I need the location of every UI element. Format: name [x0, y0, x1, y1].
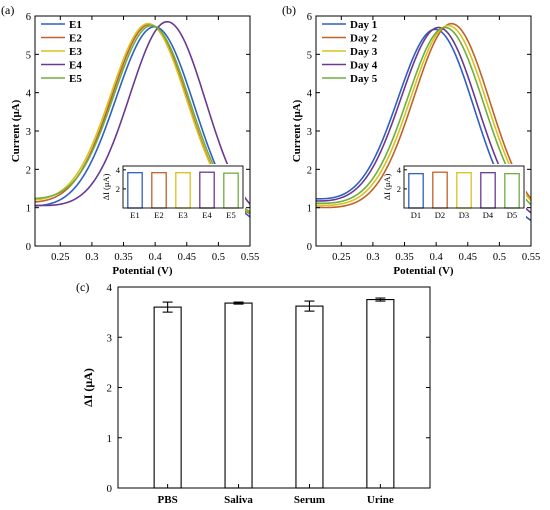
y-tick-label: 3 [307, 127, 312, 138]
legend-label-3: Day 4 [350, 60, 378, 72]
x-axis-label: Potential (V) [112, 265, 173, 277]
y-tick-label: 0 [107, 483, 113, 495]
inset-y-axis-label: ΔI (μA) [382, 173, 392, 200]
inset-bar-4 [504, 172, 520, 209]
panel-label: (c) [76, 280, 89, 294]
x-tick-label: Urine [367, 494, 394, 506]
series-line-4 [315, 26, 532, 206]
y-axis-label: Current (μA) [10, 99, 22, 162]
y-axis-label: Current (μA) [291, 99, 303, 162]
x-tick-label: 0.35 [395, 252, 413, 263]
y-tick-label: 3 [107, 332, 113, 344]
inset-x-tick-label: D1 [411, 210, 421, 220]
x-tick-label: 0.55 [522, 252, 540, 263]
inset-y-tick-label: 2 [116, 184, 120, 194]
legend-label-3: E4 [69, 60, 82, 72]
inset-x-tick-label: D3 [459, 210, 469, 220]
y-tick-label: 2 [307, 165, 312, 176]
y-tick-label: 1 [26, 204, 31, 215]
y-tick-label: 2 [26, 165, 31, 176]
bar-2 [295, 305, 324, 489]
x-tick-label: 0.45 [459, 252, 477, 263]
y-axis-label: ΔI (μA) [81, 368, 95, 407]
y-tick-label: 6 [307, 12, 312, 23]
y-tick-label: 1 [107, 433, 113, 445]
legend-label-1: E2 [69, 33, 82, 45]
y-tick-label: 4 [107, 282, 113, 294]
inset-y-tick-label: 4 [116, 165, 121, 175]
inset-bar-0 [127, 172, 143, 209]
y-tick-label: 4 [307, 89, 313, 100]
series-line-3 [34, 20, 251, 207]
inset-bar-3 [199, 171, 215, 209]
bar-1 [224, 302, 253, 489]
inset-bar-2 [456, 172, 472, 209]
inset-bar-3 [480, 172, 496, 209]
legend-label-4: Day 5 [350, 73, 378, 85]
x-tick-label: PBS [158, 494, 178, 506]
y-tick-label: 6 [26, 12, 31, 23]
y-tick-label: 5 [307, 50, 312, 61]
legend-label-4: E5 [69, 73, 82, 85]
y-tick-label: 0 [26, 242, 31, 253]
panel-0: (a) 0.25 0.3 0.35 0.4 0.45 0.5 0.55 0 1 2 3 4 5 6 Poten… [1, 3, 259, 277]
x-tick-label: 0.5 [493, 252, 506, 263]
inset-frame [403, 165, 525, 209]
inset-x-tick-label: E4 [202, 210, 212, 220]
series-line-0 [34, 25, 251, 218]
inset-bar-4 [223, 172, 239, 209]
inset-x-tick-label: E2 [154, 210, 163, 220]
panel-label: (a) [1, 3, 14, 17]
y-tick-label: 5 [26, 50, 31, 61]
panel-label: (b) [282, 3, 296, 17]
x-axis-label: Potential (V) [393, 265, 454, 277]
x-tick-label: 0.25 [332, 252, 350, 263]
legend-label-2: Day 3 [350, 46, 378, 58]
x-tick-label: 0.3 [366, 252, 379, 263]
x-tick-label: 0.45 [178, 252, 196, 263]
series-line-2 [315, 24, 532, 207]
y-tick-label: 3 [26, 127, 31, 138]
inset-y-axis-label: ΔI (μA) [101, 173, 111, 200]
inset-frame [122, 165, 244, 209]
inset-y-tick-label: 4 [397, 165, 402, 175]
panel-1: (b) 0.25 0.3 0.35 0.4 0.45 0.5 0.55 0 1 2 3 4 5 6 Poten… [282, 3, 540, 277]
inset-x-tick-label: E5 [226, 210, 235, 220]
panel-2: (c) 0 1 2 3 4 PBS Saliva Serum Urine ΔI (μA) [76, 280, 431, 506]
x-tick-label: 0.35 [114, 252, 132, 263]
series-line-3 [315, 26, 532, 214]
y-tick-label: 1 [307, 204, 312, 215]
bar-0 [153, 306, 182, 489]
x-tick-label: 0.4 [149, 252, 163, 263]
inset-bar-1 [432, 171, 448, 209]
x-tick-label: Saliva [224, 494, 253, 506]
inset-y-tick-label: 2 [397, 184, 401, 194]
inset-x-tick-label: D4 [483, 210, 494, 220]
y-tick-label: 0 [307, 242, 312, 253]
inset-x-tick-label: E3 [178, 210, 187, 220]
inset-x-tick-label: D5 [507, 210, 517, 220]
series-line-1 [315, 22, 532, 209]
y-tick-label: 4 [26, 89, 32, 100]
inset-x-tick-label: D2 [435, 210, 445, 220]
legend-label-0: E1 [69, 19, 82, 31]
legend-label-2: E3 [69, 46, 82, 58]
inset-x-tick-label: E1 [130, 210, 139, 220]
inset-bar-2 [175, 172, 191, 209]
legend-label-1: Day 2 [350, 33, 378, 45]
y-tick-label: 2 [107, 383, 113, 395]
inset-bar-0 [408, 172, 424, 209]
bar-3 [366, 299, 395, 489]
inset-bar-1 [151, 172, 167, 209]
x-tick-label: 0.4 [430, 252, 444, 263]
x-tick-label: 0.25 [51, 252, 69, 263]
x-tick-label: 0.55 [241, 252, 259, 263]
x-tick-label: 0.5 [212, 252, 225, 263]
x-tick-label: 0.3 [85, 252, 98, 263]
x-tick-label: Serum [294, 494, 325, 506]
legend-label-0: Day 1 [350, 19, 377, 31]
